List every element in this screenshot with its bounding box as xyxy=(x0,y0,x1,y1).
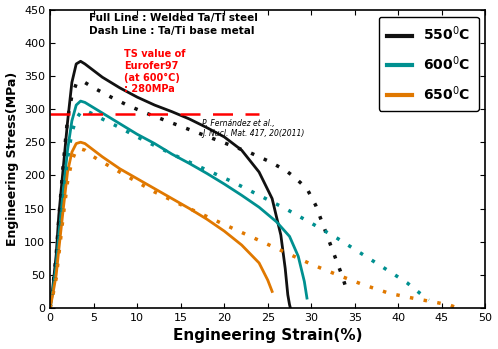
Legend: 550$^0$C, 600$^0$C, 650$^0$C: 550$^0$C, 600$^0$C, 650$^0$C xyxy=(378,16,479,111)
Text: Full Line : Welded Ta/Ti steel: Full Line : Welded Ta/Ti steel xyxy=(89,13,258,23)
Text: Dash Line : Ta/Ti base metal: Dash Line : Ta/Ti base metal xyxy=(89,26,255,36)
Text: TS value of
Eurofer97
(at 600°C)
: 280MPa: TS value of Eurofer97 (at 600°C) : 280MP… xyxy=(124,49,186,94)
Y-axis label: Engineering Stress(MPa): Engineering Stress(MPa) xyxy=(5,72,18,246)
X-axis label: Engineering Strain(%): Engineering Strain(%) xyxy=(173,328,363,343)
Text: P. Fernández et al.,
J. Nucl. Mat. 417, 20(2011): P. Fernández et al., J. Nucl. Mat. 417, … xyxy=(203,119,305,139)
